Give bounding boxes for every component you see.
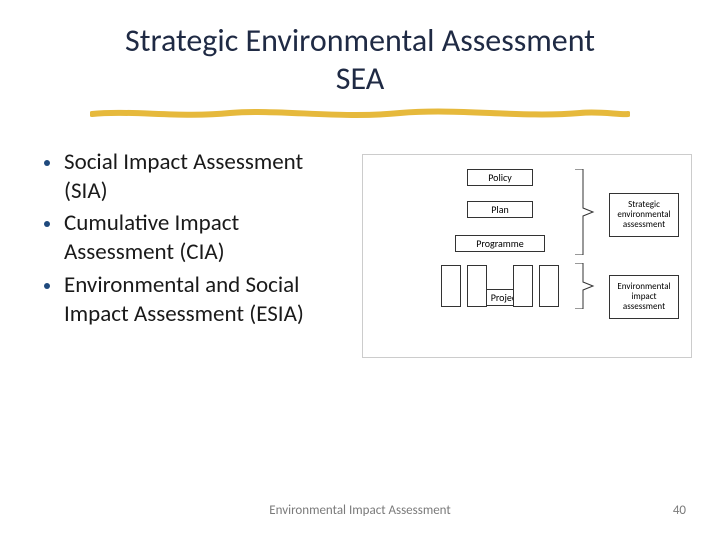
bullet-text: Environmental and Social Impact Assessme… xyxy=(64,271,344,329)
diagram-project-box xyxy=(513,265,533,307)
bullet-item: Social Impact Assessment (SIA) xyxy=(44,148,344,206)
diagram-box: Programme xyxy=(455,235,545,252)
diagram-box: Plan xyxy=(467,201,533,218)
page-number: 40 xyxy=(673,503,686,518)
title-underline xyxy=(90,107,630,121)
title-block: Strategic Environmental Assessment SEA xyxy=(0,0,720,126)
bracket-icon xyxy=(575,169,603,255)
hierarchy-diagram: PolicyPlanProgrammeProjectsStrategic env… xyxy=(362,154,692,358)
bullet-list: Social Impact Assessment (SIA) Cumulativ… xyxy=(44,148,344,358)
diagram-box: Policy xyxy=(467,169,533,186)
bullet-dot-icon xyxy=(44,221,50,227)
diagram-project-box xyxy=(539,265,559,307)
title-line-2: SEA xyxy=(0,60,720,98)
bullet-text: Social Impact Assessment (SIA) xyxy=(64,148,344,206)
bullet-item: Environmental and Social Impact Assessme… xyxy=(44,271,344,329)
bullet-dot-icon xyxy=(44,283,50,289)
bullet-dot-icon xyxy=(44,160,50,166)
diagram-project-box xyxy=(467,265,487,307)
diagram-side-label: Strategic environmental assessment xyxy=(609,193,679,237)
title-line-1: Strategic Environmental Assessment xyxy=(0,22,720,60)
content-row: Social Impact Assessment (SIA) Cumulativ… xyxy=(0,126,720,358)
footer-caption: Environmental Impact Assessment xyxy=(269,503,451,518)
bullet-item: Cumulative Impact Assessment (CIA) xyxy=(44,209,344,267)
bullet-text: Cumulative Impact Assessment (CIA) xyxy=(64,209,344,267)
diagram-project-box xyxy=(441,265,461,307)
diagram-side-label: Environmental impact assessment xyxy=(609,275,679,319)
bracket-icon xyxy=(575,263,603,309)
